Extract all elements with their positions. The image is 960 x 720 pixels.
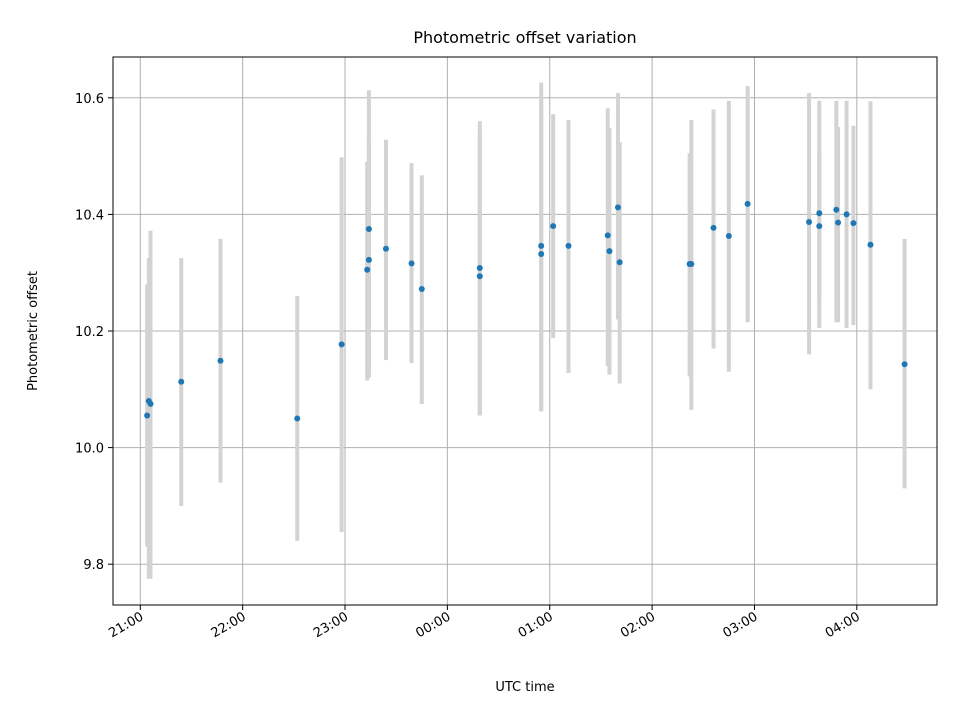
y-tick-label: 10.2 xyxy=(75,325,104,340)
data-point xyxy=(550,223,557,230)
data-point xyxy=(365,256,372,263)
data-point xyxy=(816,223,823,230)
data-point xyxy=(217,357,224,364)
data-point xyxy=(614,204,621,211)
data-point xyxy=(294,415,301,422)
y-tick-label: 10.4 xyxy=(75,208,104,223)
data-point xyxy=(604,232,611,239)
data-point xyxy=(688,260,695,267)
data-point xyxy=(710,224,717,231)
data-point xyxy=(843,211,850,218)
data-point xyxy=(382,245,389,252)
data-point xyxy=(538,242,545,249)
data-points xyxy=(144,200,908,422)
data-point xyxy=(565,242,572,249)
grid-layer xyxy=(113,57,937,605)
data-point xyxy=(476,273,483,280)
y-tick-label: 9.8 xyxy=(83,558,104,573)
data-point xyxy=(538,251,545,258)
data-point xyxy=(901,361,908,368)
data-point xyxy=(850,220,857,227)
data-point xyxy=(418,286,425,293)
x-axis-label: UTC time xyxy=(495,680,554,695)
data-point xyxy=(835,219,842,226)
data-point xyxy=(806,218,813,225)
data-point xyxy=(816,210,823,217)
data-point xyxy=(144,412,151,419)
data-point xyxy=(338,341,345,348)
data-point xyxy=(725,232,732,239)
data-point xyxy=(867,241,874,248)
data-point xyxy=(408,260,415,267)
y-tick-label: 10.0 xyxy=(75,442,104,457)
y-axis-label: Photometric offset xyxy=(26,271,41,391)
y-tick-label: 10.6 xyxy=(75,92,104,107)
data-point xyxy=(178,378,185,385)
data-point xyxy=(833,206,840,213)
chart-title: Photometric offset variation xyxy=(413,28,636,47)
data-point xyxy=(616,259,623,266)
data-point xyxy=(147,400,154,407)
data-point xyxy=(476,265,483,272)
data-point xyxy=(364,266,371,273)
data-point xyxy=(606,248,613,255)
data-point xyxy=(744,200,751,207)
data-point xyxy=(365,225,372,232)
